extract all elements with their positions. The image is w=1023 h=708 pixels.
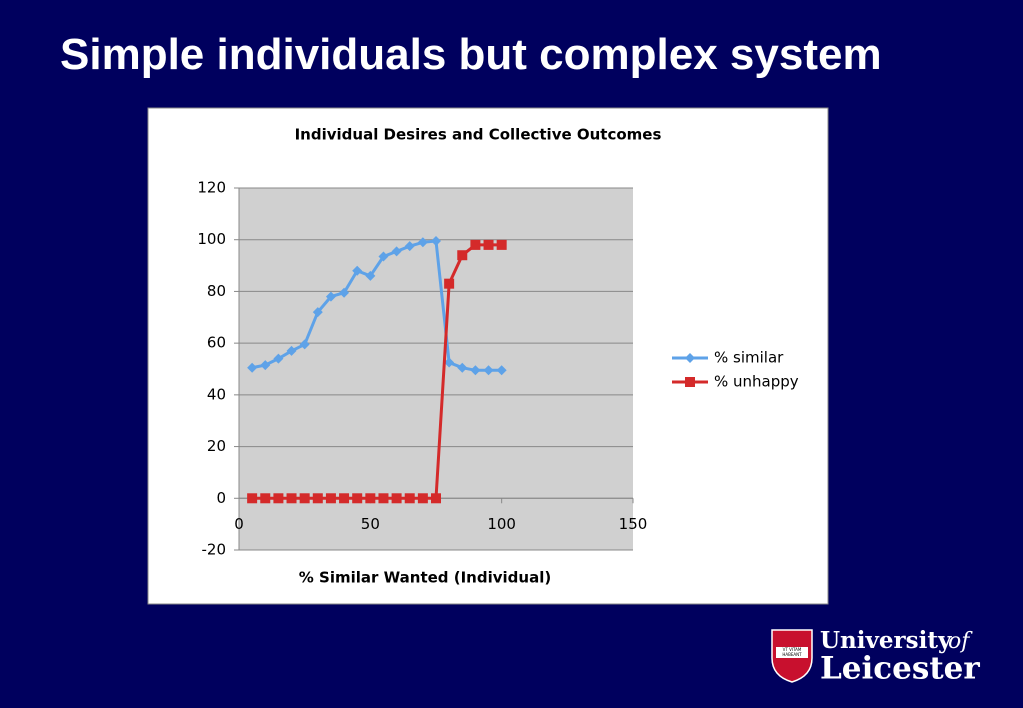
slide-title: Simple individuals but complex system bbox=[60, 30, 882, 79]
legend-label: % unhappy bbox=[714, 373, 799, 391]
point bbox=[312, 307, 323, 318]
point bbox=[247, 493, 258, 504]
point bbox=[444, 278, 455, 289]
x-axis-label: % Similar Wanted (Individual) bbox=[299, 569, 551, 587]
point bbox=[404, 241, 415, 252]
x-tick-label: 50 bbox=[361, 515, 380, 533]
point bbox=[365, 270, 376, 281]
point bbox=[457, 362, 468, 373]
y-tick-label: -20 bbox=[202, 541, 227, 559]
logo: VT VITAM HABEANT University of Leicester bbox=[771, 627, 980, 687]
logo-word: of bbox=[948, 629, 973, 654]
point bbox=[457, 250, 468, 261]
y-tick-label: 120 bbox=[197, 179, 226, 197]
logo-word: Leicester bbox=[820, 651, 980, 687]
y-tick-label: 100 bbox=[197, 230, 226, 248]
crest-motto: VT VITAM bbox=[783, 647, 802, 652]
point bbox=[365, 493, 376, 504]
y-tick-label: 60 bbox=[207, 334, 226, 352]
point bbox=[470, 239, 481, 250]
point bbox=[391, 246, 402, 257]
point bbox=[260, 493, 271, 504]
point bbox=[378, 251, 389, 262]
x-tick-label: 100 bbox=[487, 515, 516, 533]
point bbox=[352, 493, 363, 504]
point bbox=[685, 377, 695, 387]
logo-word: University bbox=[820, 627, 952, 654]
point bbox=[286, 493, 297, 504]
x-tick-label: 150 bbox=[619, 515, 648, 533]
point bbox=[339, 493, 350, 504]
point bbox=[299, 339, 310, 350]
point bbox=[417, 237, 428, 248]
point bbox=[378, 493, 389, 504]
crest-motto: HABEANT bbox=[782, 652, 802, 657]
point bbox=[685, 353, 695, 363]
x-tick-label: 0 bbox=[234, 515, 244, 533]
point bbox=[247, 362, 258, 373]
point bbox=[470, 365, 481, 376]
point bbox=[260, 360, 271, 371]
point bbox=[444, 357, 455, 368]
point bbox=[483, 365, 494, 376]
legend-label: % similar bbox=[714, 349, 784, 367]
chart-title: Individual Desires and Collective Outcom… bbox=[295, 126, 662, 144]
y-tick-label: 80 bbox=[207, 282, 226, 300]
point bbox=[273, 353, 284, 364]
point bbox=[352, 265, 363, 276]
point bbox=[286, 345, 297, 356]
point bbox=[299, 493, 310, 504]
crest-band bbox=[776, 647, 808, 658]
point bbox=[496, 365, 507, 376]
point bbox=[496, 239, 507, 250]
point bbox=[339, 287, 350, 298]
point bbox=[431, 236, 441, 247]
point bbox=[431, 493, 441, 504]
y-tick-label: 40 bbox=[207, 385, 226, 403]
point bbox=[404, 493, 415, 504]
point bbox=[483, 239, 494, 250]
y-tick-label: 20 bbox=[207, 437, 226, 455]
y-tick-label: 0 bbox=[216, 489, 226, 507]
point bbox=[312, 493, 323, 504]
point bbox=[325, 291, 336, 302]
point bbox=[273, 493, 284, 504]
point bbox=[391, 493, 402, 504]
point bbox=[417, 493, 428, 504]
point bbox=[325, 493, 336, 504]
